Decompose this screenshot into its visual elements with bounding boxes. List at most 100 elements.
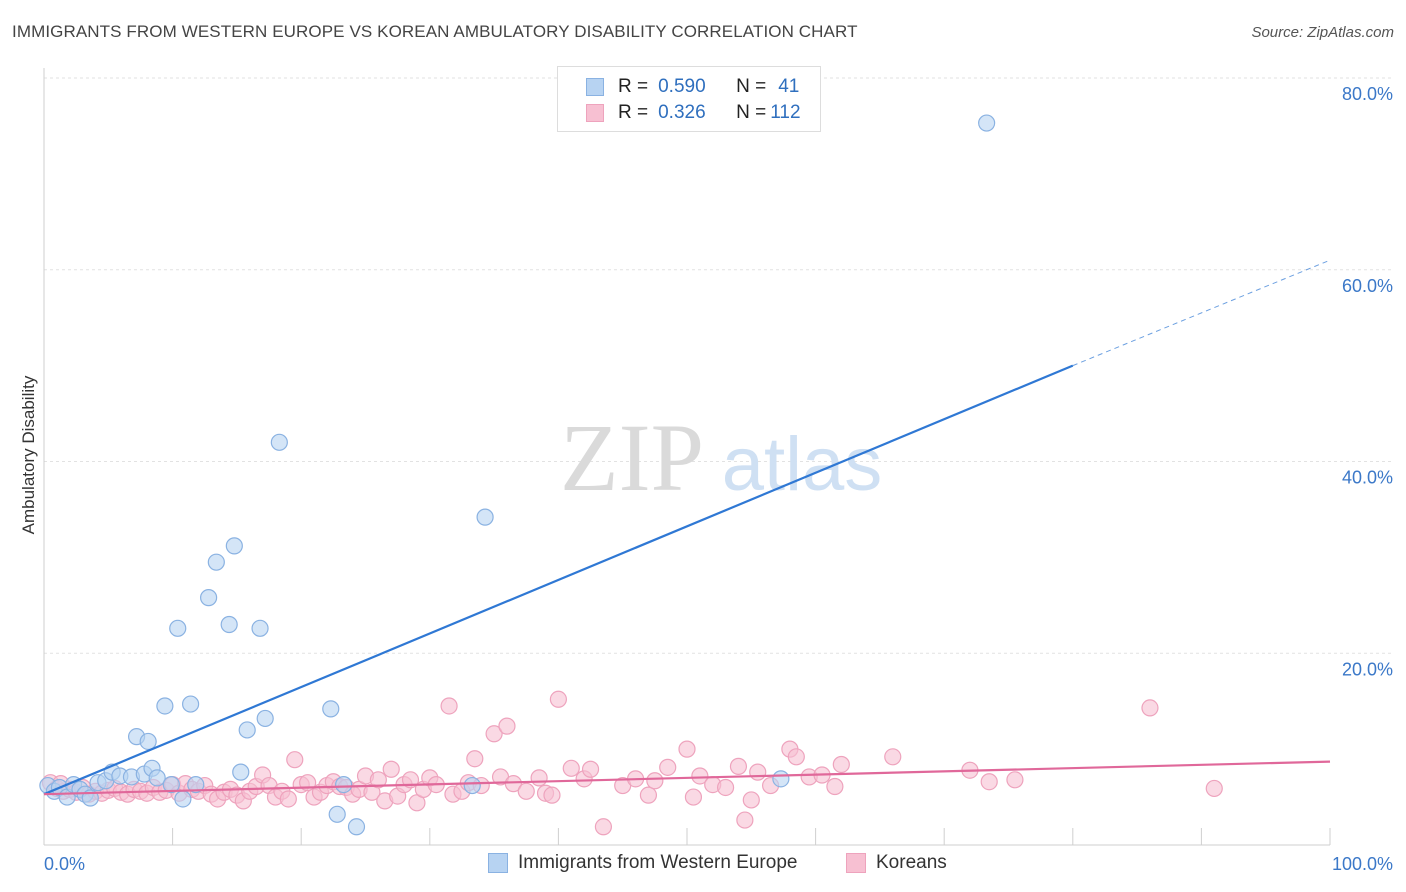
western-europe-point bbox=[328, 805, 346, 823]
korean-point bbox=[440, 697, 458, 715]
axis-labels: 20.0% 40.0% 60.0% 80.0% 0.0% 100.0% bbox=[44, 84, 1393, 874]
y-axis-title: Ambulatory Disability bbox=[19, 375, 38, 534]
legend-r-label: R = bbox=[618, 76, 649, 97]
western-europe-point bbox=[232, 763, 250, 781]
korean-point bbox=[594, 818, 613, 836]
legend-row-blue: R = 0.590 N = 41 bbox=[586, 75, 799, 99]
stats-legend: R = 0.590 N = 41 R = 0.326 N = 112 bbox=[557, 66, 821, 132]
korean-point bbox=[980, 773, 998, 791]
legend-label-koreans: Koreans bbox=[876, 852, 947, 873]
korean-point bbox=[678, 740, 696, 758]
y-tick-label: 80.0% bbox=[1342, 84, 1393, 104]
source-label: Source: ZipAtlas.com bbox=[1251, 24, 1394, 41]
western-europe-point bbox=[162, 775, 180, 794]
legend-item-koreans: Koreans bbox=[846, 852, 947, 874]
western-europe-point bbox=[251, 619, 269, 637]
western-europe-point bbox=[169, 619, 187, 637]
western-europe-point bbox=[476, 508, 494, 526]
trend-lines bbox=[43, 259, 1331, 796]
legend-n-label: N = bbox=[736, 102, 767, 123]
korean-point bbox=[543, 786, 561, 804]
axes bbox=[43, 68, 1331, 846]
korean-point bbox=[1006, 771, 1024, 789]
western-europe-trend-line bbox=[43, 364, 1074, 796]
western-europe-trend-extension bbox=[1072, 259, 1331, 367]
western-europe-point bbox=[200, 589, 218, 607]
western-europe-point bbox=[187, 775, 205, 794]
western-europe-point bbox=[256, 709, 274, 728]
western-europe-point bbox=[148, 769, 166, 787]
western-europe-point bbox=[225, 537, 243, 555]
western-europe-point bbox=[347, 818, 366, 836]
watermark-atlas: atlas bbox=[722, 422, 883, 507]
x-tick-label-max: 100.0% bbox=[1332, 854, 1393, 874]
korean-point bbox=[1141, 699, 1159, 717]
korean-point bbox=[787, 748, 805, 766]
korean-point bbox=[286, 751, 304, 769]
korean-point bbox=[581, 760, 600, 778]
western-europe-point bbox=[270, 433, 288, 451]
legend-r-value: 0.590 bbox=[658, 76, 706, 97]
korean-point bbox=[562, 759, 580, 777]
korean-point bbox=[749, 763, 767, 781]
korean-point bbox=[884, 748, 902, 766]
blue-legend-swatch bbox=[488, 853, 508, 873]
western-europe-point bbox=[182, 695, 200, 713]
legend-n-value: 41 bbox=[778, 76, 800, 97]
korean-points bbox=[41, 690, 1223, 836]
korean-point bbox=[279, 790, 297, 808]
legend-item-western-europe: Immigrants from Western Europe bbox=[488, 852, 797, 874]
korean-point bbox=[369, 771, 387, 789]
korean-point bbox=[1205, 779, 1223, 798]
series-legend: Immigrants from Western Europe Koreans bbox=[0, 852, 1406, 878]
pink-swatch bbox=[586, 104, 604, 122]
korean-point bbox=[382, 760, 400, 778]
korean-point bbox=[729, 757, 748, 775]
pink-legend-swatch bbox=[846, 853, 866, 873]
korean-point bbox=[832, 755, 850, 774]
korean-point bbox=[485, 725, 503, 743]
legend-n-value: 112 bbox=[770, 102, 801, 123]
western-europe-point bbox=[463, 776, 481, 795]
western-europe-point bbox=[174, 790, 192, 808]
western-europe-point bbox=[335, 775, 353, 794]
blue-swatch bbox=[586, 78, 604, 96]
korean-point bbox=[504, 775, 522, 793]
y-tick-label: 20.0% bbox=[1342, 659, 1393, 679]
western-europe-point bbox=[207, 553, 225, 571]
legend-row-pink: R = 0.326 N = 112 bbox=[586, 101, 801, 125]
grid-lines bbox=[44, 77, 1392, 654]
legend-r-label: R = bbox=[618, 102, 649, 123]
korean-point bbox=[639, 786, 658, 804]
chart-title: IMMIGRANTS FROM WESTERN EUROPE VS KOREAN… bbox=[12, 22, 858, 41]
western-europe-point bbox=[322, 700, 340, 718]
korean-point bbox=[646, 772, 664, 790]
korean-point bbox=[517, 782, 535, 800]
western-europe-point bbox=[156, 697, 174, 715]
y-tick-label: 40.0% bbox=[1342, 468, 1393, 488]
korean-point bbox=[736, 811, 754, 829]
western-europe-point bbox=[238, 721, 256, 739]
korean-trend-line bbox=[43, 760, 1331, 796]
watermark-zip: ZIP bbox=[560, 404, 704, 511]
korean-point bbox=[659, 758, 677, 776]
western-europe-point bbox=[978, 114, 996, 132]
korean-point bbox=[826, 777, 844, 796]
western-europe-point bbox=[220, 615, 238, 634]
x-tick-label-min: 0.0% bbox=[44, 854, 85, 874]
korean-point bbox=[549, 690, 568, 708]
korean-point bbox=[691, 767, 709, 785]
y-tick-label: 60.0% bbox=[1342, 276, 1393, 296]
korean-point bbox=[684, 788, 703, 806]
korean-point bbox=[466, 750, 484, 768]
western-europe-point bbox=[772, 770, 790, 788]
legend-r-value: 0.326 bbox=[658, 102, 706, 123]
legend-label-western-europe: Immigrants from Western Europe bbox=[518, 852, 798, 873]
korean-point bbox=[530, 769, 548, 787]
korean-point bbox=[716, 778, 735, 797]
legend-n-label: N = bbox=[736, 76, 767, 97]
korean-point bbox=[498, 717, 516, 735]
korean-point bbox=[742, 791, 760, 809]
western-europe-point bbox=[139, 732, 157, 751]
